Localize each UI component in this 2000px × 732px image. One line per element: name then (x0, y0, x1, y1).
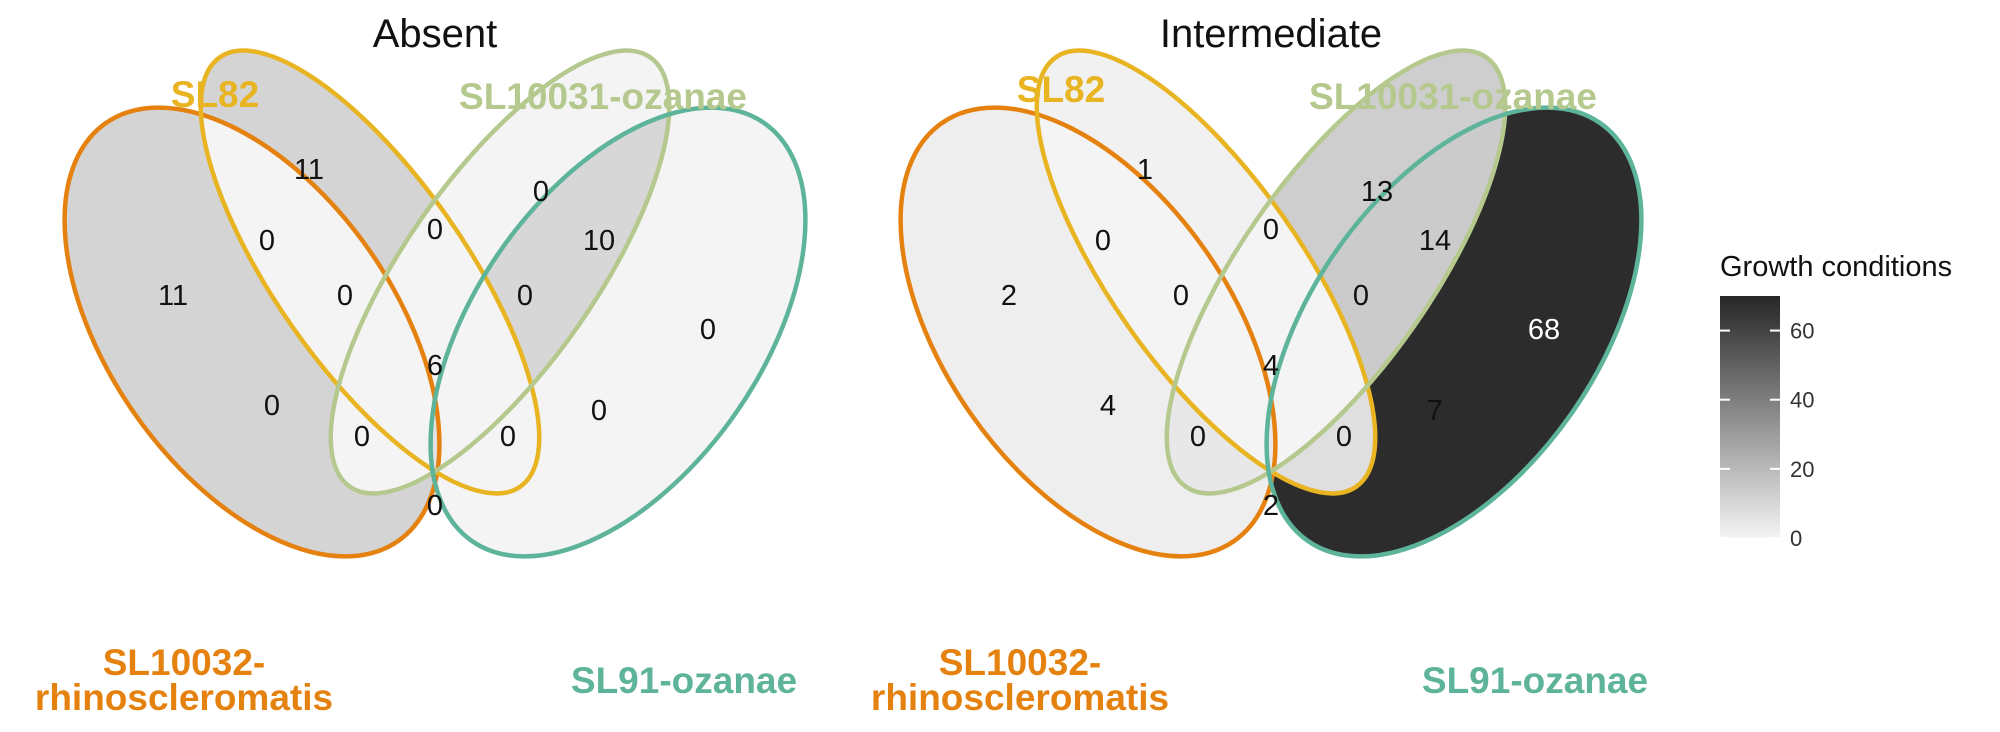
region-count-sl10032-sl10031: 4 (1100, 390, 1116, 422)
set-outline-sl91 (428, 105, 808, 559)
set-label-sl10032-line1: SL10032- (939, 642, 1102, 683)
region-count-sl82-sl91: 0 (591, 395, 607, 427)
region-count-sl82-only: 11 (294, 154, 324, 186)
set-label-sl10031-ozanae: SL10031-ozanae (1309, 76, 1597, 117)
set-label-sl10032-line2: rhinoscleromatis (35, 677, 333, 718)
legend-ticks: 0 20 40 60 (1720, 319, 1814, 551)
region-count-sl10032-sl82-sl10031: 0 (337, 280, 353, 312)
region-count-all-four: 4 (1263, 350, 1279, 382)
region-count-sl10032-sl91: 2 (1263, 490, 1279, 522)
region-counts: 2 1 13 68 0 0 14 0 0 4 4 7 0 0 2 (1001, 154, 1560, 522)
panel-title: Intermediate (1160, 12, 1382, 56)
region-count-sl82-sl10031-sl91: 0 (1353, 280, 1369, 312)
set-outline-sl82 (1034, 48, 1378, 496)
region-count-sl10031-sl91: 14 (1419, 225, 1451, 257)
region-counts: 11 11 0 0 0 0 10 0 0 0 6 0 0 0 0 (158, 154, 716, 522)
set-label-sl82: SL82 (1017, 69, 1105, 110)
region-count-all-four: 6 (427, 350, 443, 382)
set-outline-sl82 (198, 48, 542, 496)
region-count-sl10031-only: 13 (1361, 176, 1393, 208)
region-count-sl10032-only: 2 (1001, 280, 1017, 312)
legend-colorbar (1720, 296, 1780, 538)
set-outline-sl10031 (1164, 48, 1508, 496)
region-count-sl82-sl10031: 0 (1263, 214, 1279, 246)
region-count-sl10032-sl10031-sl91: 0 (1190, 421, 1206, 453)
set-label-sl91-ozanae: SL91-ozanae (1422, 660, 1648, 701)
set-label-sl82: SL82 (171, 74, 259, 115)
legend-tick-label: 40 (1790, 388, 1814, 413)
region-count-sl10032-sl91: 0 (427, 490, 443, 522)
region-count-sl82-sl91: 7 (1427, 395, 1443, 427)
set-label-sl91-ozanae: SL91-ozanae (571, 660, 797, 701)
region-count-sl10032-sl10031: 0 (264, 390, 280, 422)
set-outlines (62, 48, 808, 559)
legend-tick-label: 60 (1790, 319, 1814, 344)
region-count-sl82-only: 1 (1137, 154, 1153, 186)
set-label-sl10032-line1: SL10032- (103, 642, 266, 683)
set-outline-sl10032 (62, 105, 442, 559)
region-count-sl10032-only: 11 (158, 280, 188, 312)
region-count-sl10032-sl82-sl10031: 0 (1173, 280, 1189, 312)
set-label-sl10032-line2: rhinoscleromatis (871, 677, 1169, 718)
region-count-sl10032-sl82: 0 (1095, 225, 1111, 257)
region-count-sl10031-only: 0 (533, 176, 549, 208)
region-count-sl10031-sl91: 10 (583, 225, 615, 257)
legend-tick-label: 20 (1790, 457, 1814, 482)
region-count-sl10032-sl10031-sl91: 0 (354, 421, 370, 453)
panel-title: Absent (373, 12, 498, 56)
region-count-sl82-sl10031-sl91: 0 (517, 280, 533, 312)
color-legend: Growth conditions 0 20 40 60 (1720, 251, 1952, 551)
set-outline-sl10032 (898, 105, 1278, 559)
region-count-sl10032-sl82-sl91: 0 (500, 421, 516, 453)
set-outline-sl10031 (328, 48, 672, 496)
region-count-sl82-sl10031: 0 (427, 214, 443, 246)
region-count-sl10032-sl82-sl91: 0 (1336, 421, 1352, 453)
set-label-sl10031-ozanae: SL10031-ozanae (459, 76, 747, 117)
region-count-sl91-only: 68 (1528, 314, 1560, 346)
legend-title: Growth conditions (1720, 251, 1952, 283)
set-outlines (898, 48, 1644, 559)
region-count-sl10032-sl82: 0 (259, 225, 275, 257)
region-count-sl91-only: 0 (700, 314, 716, 346)
set-outline-sl91 (1264, 105, 1644, 559)
legend-tick-label: 0 (1790, 526, 1802, 551)
